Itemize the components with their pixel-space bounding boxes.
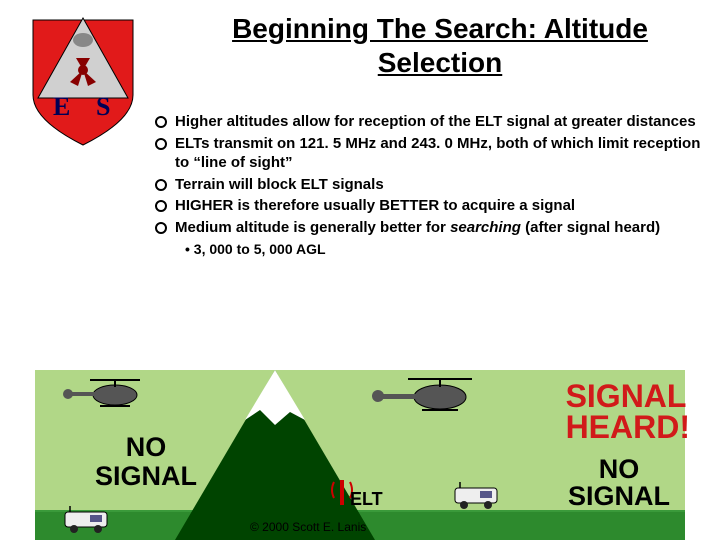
bullet-marker [155, 179, 167, 191]
bullet-text: Higher altitudes allow for reception of … [175, 112, 696, 132]
bullet-marker [155, 138, 167, 150]
bullet-text: Terrain will block ELT signals [175, 175, 384, 195]
bullet-list: Higher altitudes allow for reception of … [155, 112, 715, 257]
bullet-marker [155, 200, 167, 212]
helicopter-icon [60, 370, 150, 410]
mountain-icon [175, 360, 375, 540]
logo-letter-e: E [53, 92, 70, 121]
terrain-diagram: NOSIGNAL SIGNALHEARD! NOSIGNAL ELT © 200… [0, 340, 720, 540]
shield-svg: E S [28, 10, 138, 150]
elt-label: ELT [350, 489, 383, 510]
bullet-item: HIGHER is therefore usually BETTER to ac… [155, 196, 715, 216]
sub-bullet: • 3, 000 to 5, 000 AGL [185, 241, 715, 257]
bullet-item: Medium altitude is generally better for … [155, 218, 715, 238]
bullet-marker [155, 116, 167, 128]
no-signal-left-label: NOSIGNAL [95, 433, 197, 490]
bullet-marker [155, 222, 167, 234]
bullet-item: ELTs transmit on 121. 5 MHz and 243. 0 M… [155, 134, 715, 173]
logo-shield: E S [28, 10, 138, 150]
no-signal-right-label: NOSIGNAL [568, 456, 670, 510]
copyright-text: © 2000 Scott E. Lanis [250, 520, 366, 534]
bullet-item: Terrain will block ELT signals [155, 175, 715, 195]
slide-number: 30 [694, 521, 708, 536]
bullet-item: Higher altitudes allow for reception of … [155, 112, 715, 132]
van-icon [60, 506, 115, 534]
bullet-text: ELTs transmit on 121. 5 MHz and 243. 0 M… [175, 134, 715, 173]
signal-heard-label: SIGNALHEARD! [566, 381, 690, 442]
logo-letter-s: S [96, 92, 110, 121]
slide-title: Beginning The Search: Altitude Selection [180, 12, 700, 79]
bullet-text: Medium altitude is generally better for … [175, 218, 660, 238]
helicopter-icon [370, 369, 480, 414]
bullet-text: HIGHER is therefore usually BETTER to ac… [175, 196, 575, 216]
van-icon [450, 482, 505, 510]
